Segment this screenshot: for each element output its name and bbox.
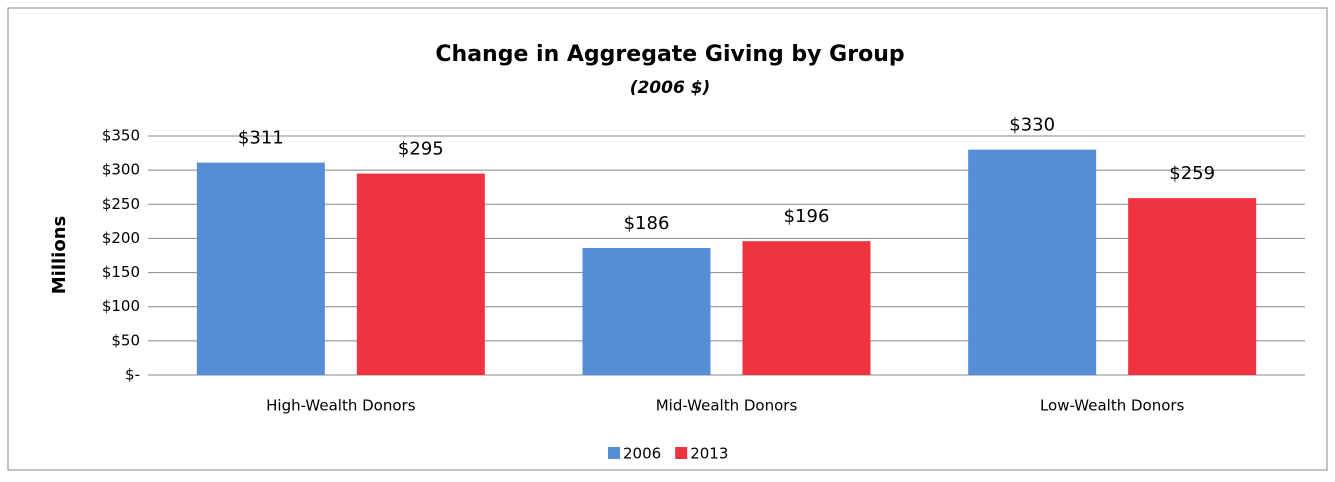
y-tick-label: $100 — [102, 297, 140, 315]
x-tick-label: High-Wealth Donors — [266, 397, 416, 415]
y-axis-label: Millions — [49, 216, 70, 295]
x-tick-label: Mid-Wealth Donors — [656, 397, 798, 415]
data-label: $196 — [784, 206, 830, 227]
data-label: $259 — [1169, 163, 1215, 184]
chart-subtitle: (2006 $) — [630, 78, 711, 98]
legend-label: 2006 — [623, 445, 661, 463]
y-tick-label: $150 — [102, 263, 140, 281]
bar — [196, 162, 325, 375]
y-tick-label: $350 — [102, 127, 140, 145]
y-tick-label: $200 — [102, 229, 140, 247]
data-label: $311 — [238, 128, 284, 149]
y-tick-label: $250 — [102, 195, 140, 213]
y-tick-label: $50 — [111, 331, 140, 349]
y-tick-label: $300 — [102, 161, 140, 179]
data-label: $186 — [624, 213, 670, 234]
y-tick-label: $- — [125, 366, 140, 384]
legend-swatch — [608, 447, 620, 459]
data-label: $330 — [1009, 115, 1055, 136]
bar — [968, 149, 1097, 375]
legend-swatch — [675, 447, 688, 459]
bar — [1128, 198, 1257, 375]
legend-label: 2013 — [690, 445, 728, 463]
bar — [742, 241, 871, 375]
data-label: $295 — [398, 139, 444, 160]
chart-title: Change in Aggregate Giving by Group — [435, 42, 904, 67]
x-tick-label: Low-Wealth Donors — [1040, 397, 1185, 415]
bar — [582, 247, 711, 375]
bar — [356, 173, 485, 375]
